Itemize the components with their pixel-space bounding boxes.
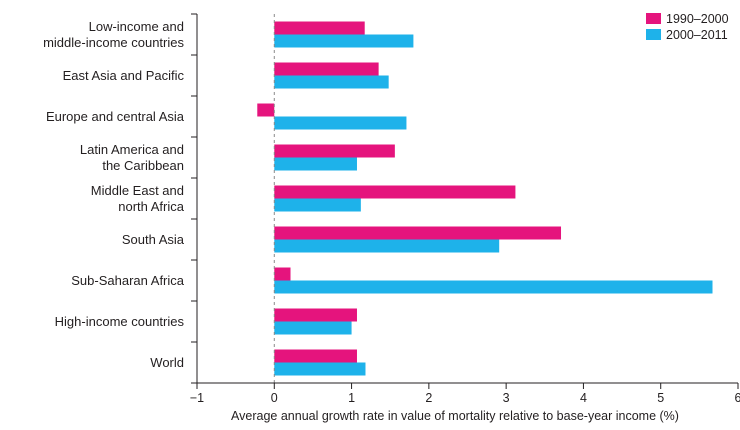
category-label-2: East Asia and Pacific xyxy=(63,68,185,83)
category-label-3: Europe and central Asia xyxy=(46,109,185,124)
x-tick-label-3: 1 xyxy=(348,391,355,405)
category-label-1: Low-income and middle-income countries xyxy=(43,19,184,50)
y-axis xyxy=(191,13,198,384)
bar-2-7 xyxy=(274,280,713,294)
category-label-8: High-income countries xyxy=(55,314,185,329)
category-label-5: Middle East and north Africa xyxy=(91,183,185,214)
bar-1-5 xyxy=(274,185,516,199)
bar-1-2 xyxy=(274,62,379,76)
bars-group xyxy=(257,14,713,383)
bar-2-4 xyxy=(274,157,357,171)
x-tick-label-4: 2 xyxy=(425,391,432,405)
bar-2-5 xyxy=(274,198,361,212)
bar-2-2 xyxy=(274,75,389,89)
bar-2-9 xyxy=(274,362,366,376)
x-tick-label-7: 5 xyxy=(657,391,664,405)
bar-2-3 xyxy=(274,116,407,130)
x-tick-label-2: 0 xyxy=(271,391,278,405)
bar-2-8 xyxy=(274,321,352,335)
legend-label-1: 1990–2000 xyxy=(666,12,729,26)
category-labels: Low-income and middle-income countries Eas… xyxy=(43,19,185,370)
x-axis: −1 0 1 2 3 4 5 6 xyxy=(190,382,740,405)
bar-1-7 xyxy=(274,267,291,281)
x-tick-label-6: 4 xyxy=(580,391,587,405)
category-label-4: Latin America and the Caribbean xyxy=(80,142,184,173)
category-label-9: World xyxy=(150,355,184,370)
bar-1-6 xyxy=(274,226,562,240)
bar-1-3 xyxy=(257,103,275,117)
x-axis-title: Average annual growth rate in value of m… xyxy=(231,409,679,423)
x-tick-label-5: 3 xyxy=(503,391,510,405)
bar-1-9 xyxy=(274,349,357,363)
bar-2-6 xyxy=(274,239,500,253)
bar-1-1 xyxy=(274,21,365,35)
legend-swatch-2 xyxy=(646,29,661,40)
legend-swatch-1 xyxy=(646,13,661,24)
legend: 1990–2000 2000–2011 xyxy=(646,12,729,42)
category-label-7: Sub-Saharan Africa xyxy=(71,273,185,288)
legend-label-2: 2000–2011 xyxy=(666,28,728,42)
bar-2-1 xyxy=(274,34,414,48)
x-tick-label-8: 6 xyxy=(735,391,740,405)
x-tick-label-1: −1 xyxy=(190,391,204,405)
bar-1-4 xyxy=(274,144,395,158)
category-label-6: South Asia xyxy=(122,232,185,247)
bar-1-8 xyxy=(274,308,357,322)
